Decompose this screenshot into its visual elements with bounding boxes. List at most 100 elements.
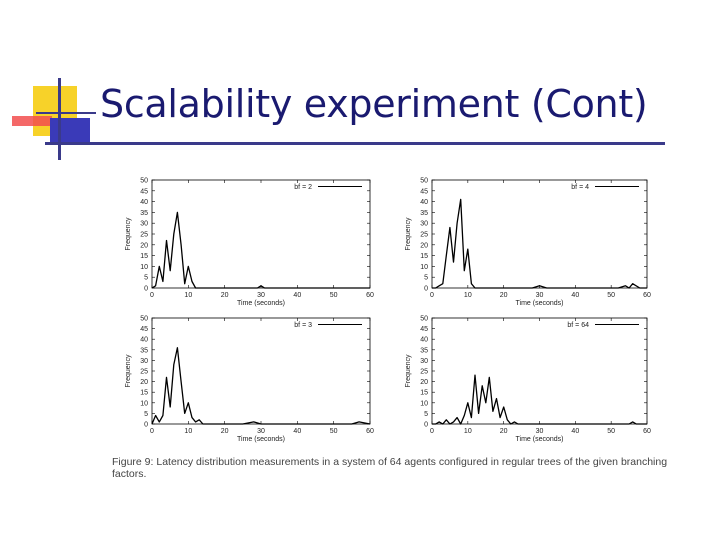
y-tick-label: 0 xyxy=(144,422,148,429)
x-tick-label: 10 xyxy=(464,292,472,299)
y-tick-label: 30 xyxy=(140,221,148,228)
x-tick-label: 60 xyxy=(643,292,651,299)
y-tick-label: 10 xyxy=(420,264,428,271)
y-tick-label: 10 xyxy=(140,400,148,407)
x-tick-label: 60 xyxy=(366,292,374,299)
y-tick-label: 15 xyxy=(420,390,428,397)
x-tick-label: 50 xyxy=(330,428,338,435)
y-tick-label: 20 xyxy=(140,379,148,386)
y-tick-label: 15 xyxy=(140,390,148,397)
x-tick-label: 0 xyxy=(430,428,434,435)
y-tick-label: 10 xyxy=(420,400,428,407)
x-tick-label: 20 xyxy=(221,292,229,299)
plot-frame xyxy=(151,179,371,289)
plot-frame xyxy=(431,317,648,425)
y-tick-label: 45 xyxy=(420,326,428,333)
y-tick-label: 40 xyxy=(420,199,428,206)
y-tick-label: 25 xyxy=(140,232,148,239)
y-tick-label: 25 xyxy=(420,232,428,239)
x-tick-label: 40 xyxy=(293,292,301,299)
y-tick-label: 35 xyxy=(140,210,148,217)
legend-label: bf = 2 xyxy=(294,184,312,191)
legend-label: bf = 4 xyxy=(571,184,589,191)
chart-panel-1: 0 5 10 15 20 25 30 35 40 45 50 0 10 20 30 40 50 60 Time (s… xyxy=(125,178,374,308)
y-tick-label: 30 xyxy=(420,358,428,365)
y-tick-label: 35 xyxy=(140,347,148,354)
y-tick-label: 45 xyxy=(140,188,148,195)
x-tick-label: 0 xyxy=(150,292,154,299)
series-line xyxy=(151,347,371,425)
x-tick-label: 60 xyxy=(643,428,651,435)
x-tick-label: 20 xyxy=(500,292,508,299)
x-tick-label: 20 xyxy=(221,428,229,435)
x-tick-label: 0 xyxy=(430,292,434,299)
chart-panel-4: 0 5 10 15 20 25 30 35 40 45 50 0 10 20 30 40 50 60 Time (s… xyxy=(405,316,651,444)
y-axis-label: Frequency xyxy=(125,217,132,251)
red-bar xyxy=(12,116,52,126)
y-tick-label: 20 xyxy=(420,379,428,386)
x-tick-label: 10 xyxy=(464,428,472,435)
vertical-rule xyxy=(58,78,61,160)
y-tick-label: 20 xyxy=(140,242,148,249)
x-tick-label: 50 xyxy=(607,428,615,435)
x-tick-label: 40 xyxy=(571,428,579,435)
x-axis-label: Time (seconds) xyxy=(516,436,564,443)
x-tick-label: 20 xyxy=(500,428,508,435)
x-tick-label: 30 xyxy=(536,428,544,435)
y-tick-label: 35 xyxy=(420,347,428,354)
y-tick-label: 15 xyxy=(420,253,428,260)
y-tick-label: 45 xyxy=(420,188,428,195)
blue-square xyxy=(50,118,90,142)
x-axis-label: Time (seconds) xyxy=(516,300,564,307)
y-tick-label: 40 xyxy=(140,199,148,206)
figure-caption: Figure 9: Latency distribution measureme… xyxy=(112,456,668,480)
y-tick-label: 0 xyxy=(144,286,148,293)
y-tick-label: 0 xyxy=(424,422,428,429)
x-tick-label: 50 xyxy=(607,292,615,299)
y-tick-label: 50 xyxy=(140,316,148,323)
y-tick-label: 5 xyxy=(424,275,428,282)
y-tick-label: 50 xyxy=(140,178,148,185)
y-tick-label: 15 xyxy=(140,253,148,260)
y-tick-label: 10 xyxy=(140,264,148,271)
y-tick-label: 40 xyxy=(420,337,428,344)
slide-title: Scalability experiment (Cont) xyxy=(100,82,648,126)
x-tick-label: 50 xyxy=(330,292,338,299)
x-tick-label: 10 xyxy=(184,428,192,435)
y-axis-label: Frequency xyxy=(405,217,412,251)
series-line xyxy=(151,211,370,289)
x-tick-label: 40 xyxy=(293,428,301,435)
chart-panel-3: 0 5 10 15 20 25 30 35 40 45 50 0 10 20 30 40 50 60 Time (s… xyxy=(125,316,374,444)
y-tick-label: 35 xyxy=(420,210,428,217)
y-tick-label: 50 xyxy=(420,178,428,185)
x-tick-label: 0 xyxy=(150,428,154,435)
y-tick-label: 30 xyxy=(420,221,428,228)
series-line xyxy=(432,374,647,425)
legend-label: bf = 3 xyxy=(294,322,312,329)
x-axis-label: Time (seconds) xyxy=(237,436,285,443)
y-tick-label: 25 xyxy=(420,369,428,376)
y-tick-label: 30 xyxy=(140,358,148,365)
y-tick-label: 0 xyxy=(424,286,428,293)
y-tick-label: 50 xyxy=(420,316,428,323)
title-underline xyxy=(45,142,665,145)
legend-label: bf = 64 xyxy=(567,322,589,329)
x-tick-label: 60 xyxy=(366,428,374,435)
y-tick-label: 5 xyxy=(144,411,148,418)
y-axis-label: Frequency xyxy=(405,354,412,388)
plot-frame xyxy=(431,179,648,289)
y-tick-label: 40 xyxy=(140,337,148,344)
x-axis-label: Time (seconds) xyxy=(237,300,285,307)
x-tick-label: 30 xyxy=(536,292,544,299)
horizontal-rule xyxy=(36,112,96,114)
x-tick-label: 10 xyxy=(184,292,192,299)
chart-panel-2: 0 5 10 15 20 25 30 35 40 45 50 0 10 20 30 40 50 60 Time (s… xyxy=(405,178,651,308)
y-tick-label: 45 xyxy=(140,326,148,333)
x-tick-label: 30 xyxy=(257,428,265,435)
y-tick-label: 25 xyxy=(140,369,148,376)
y-tick-label: 20 xyxy=(420,242,428,249)
y-tick-label: 5 xyxy=(424,411,428,418)
x-tick-label: 40 xyxy=(571,292,579,299)
series-line xyxy=(432,198,647,289)
